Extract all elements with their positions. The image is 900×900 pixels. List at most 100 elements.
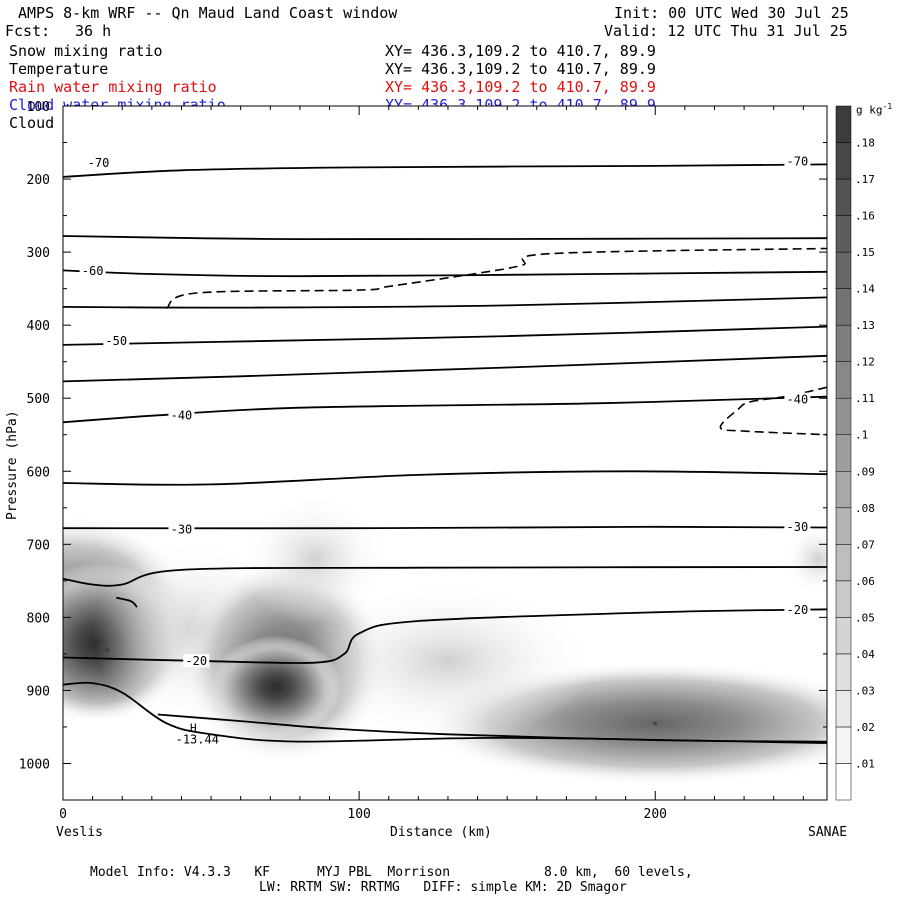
contour-label-bg [784, 519, 811, 533]
contour-label: -30 [171, 523, 193, 537]
contour-label: -20 [787, 603, 809, 617]
cloud-ice-contour [719, 386, 827, 436]
contour-label: -70 [787, 155, 809, 169]
colorbar-swatch [835, 507, 852, 545]
cloud-ice-contour [166, 247, 827, 310]
contour-label-bg [784, 603, 811, 617]
temperature-contour [157, 713, 827, 743]
x-tick-label: 200 [644, 807, 667, 822]
y-tick-label: 500 [27, 392, 50, 407]
x-axis-label: Distance (km) [390, 825, 492, 840]
contour-label-bg [168, 408, 195, 422]
colorbar-unit: g kg-1 [856, 102, 893, 117]
colorbar-level-label: .07 [855, 538, 875, 551]
field-xy-range: XY= 436.3,109.2 to 410.7, 89.9 [385, 60, 656, 78]
field-name: Rain water mixing ratio [9, 78, 217, 96]
y-tick-label: 100 [27, 100, 50, 115]
colorbar-swatch [835, 142, 852, 180]
colorbar-swatch [835, 617, 852, 655]
contour-label: -70 [88, 156, 110, 170]
temperature-contour [63, 163, 827, 178]
colorbar-level-label: .06 [855, 575, 875, 588]
y-tick-label: 800 [27, 611, 50, 626]
colorbar-level-label: .03 [855, 684, 875, 697]
x-tick-label: 100 [347, 807, 370, 822]
temperature-contour [63, 566, 827, 587]
colorbar-swatch [835, 288, 852, 326]
temperature-contour [63, 608, 827, 664]
contour-label: -40 [171, 409, 193, 423]
colorbar-level-label: .16 [855, 210, 875, 223]
snow-shade-blob [240, 493, 389, 625]
y-tick-label: 700 [27, 538, 50, 553]
plot-frame [62, 105, 828, 801]
contour-label-bg [85, 155, 112, 169]
colorbar-swatch [835, 251, 852, 289]
cloud-ice-contours [166, 247, 827, 436]
min-marker-label: H [190, 722, 197, 735]
colorbar-swatch [835, 471, 852, 509]
temperature-contour [63, 354, 827, 383]
valid-time: Valid: 12 UTC Thu 31 Jul 25 [604, 22, 848, 40]
field-name: Snow mixing ratio [9, 42, 163, 60]
colorbar-level-label: .04 [855, 648, 875, 661]
temperature-contour [63, 296, 827, 309]
colorbar-level-label: .08 [855, 502, 875, 515]
colorbar-swatch [835, 690, 852, 728]
snow-maximum [274, 684, 279, 689]
colorbar-swatch [835, 105, 852, 143]
temperature-contour [116, 596, 138, 608]
forecast-label: Fcst: [5, 22, 51, 40]
contour-label: -30 [787, 520, 809, 534]
axes: 100 200 300 400 500 600 700 800 900 1000 0 100 200 [19, 100, 827, 822]
snow-shade-blob [782, 522, 827, 596]
y-tick-label: 1000 [19, 757, 50, 772]
model-physics: LW: RRTM SW: RRTMG DIFF: simple KM: 2D S… [259, 880, 627, 895]
temperature-contour [63, 235, 827, 241]
colorbar-level-label: .11 [855, 392, 875, 405]
x-tick-label: 0 [59, 807, 67, 822]
contour-label-bg [103, 334, 130, 348]
contour-label-bg [168, 522, 195, 536]
temperature-contour [63, 325, 827, 346]
colorbar-swatch [835, 361, 852, 399]
colorbar-swatch [835, 653, 852, 691]
snow-maximum [105, 648, 110, 653]
y-tick-label: 300 [27, 246, 50, 261]
temperature-contour [63, 269, 827, 278]
colorbar-level-label: .1 [855, 429, 868, 442]
contour-labels: -70 -70 -60 -50 -40 -40 -30 -30 -20 -20 H-13.44 [79, 154, 811, 747]
contour-label-bg [784, 392, 811, 406]
chart-title: AMPS 8-km WRF -- Qn Maud Land Coast wind… [18, 4, 398, 22]
contour-label: -40 [787, 393, 809, 407]
y-tick-label: 600 [27, 465, 50, 480]
field-xy-range: XY= 436.3,109.2 to 410.7, 89.9 [385, 78, 656, 96]
colorbar-level-label: .09 [855, 465, 875, 478]
contour-label: -50 [105, 334, 127, 348]
left-endpoint-label: Veslis [56, 825, 103, 840]
snow-maximum [653, 721, 658, 726]
model-info: Model Info: V4.3.3 KF MYJ PBL Morrison 8… [90, 865, 693, 880]
colorbar-level-label: .12 [855, 356, 875, 369]
colorbar-level-label: .01 [855, 757, 875, 770]
colorbar-swatch [835, 434, 852, 472]
colorbar-level-label: .02 [855, 721, 875, 734]
y-tick-label: 200 [27, 173, 50, 188]
temperature-contours [63, 163, 827, 744]
colorbar-level-label: .13 [855, 319, 875, 332]
forecast-hour: 36 h [75, 22, 112, 40]
y-axis-label: Pressure (hPa) [5, 410, 20, 520]
contour-label-bg [183, 654, 210, 668]
colorbar-level-label: .15 [855, 246, 875, 259]
contour-label: -60 [82, 264, 104, 278]
colorbar-swatch [835, 215, 852, 253]
snow-shade-blob [299, 580, 597, 742]
colorbar-swatch [835, 726, 852, 764]
colorbar-swatch [835, 178, 852, 216]
colorbar-swatch [835, 763, 852, 801]
colorbar-level-label: .18 [855, 137, 875, 150]
contour-label-bg [784, 154, 811, 168]
init-time: Init: 00 UTC Wed 30 Jul 25 [614, 4, 849, 22]
colorbar-level-label: .17 [855, 173, 875, 186]
